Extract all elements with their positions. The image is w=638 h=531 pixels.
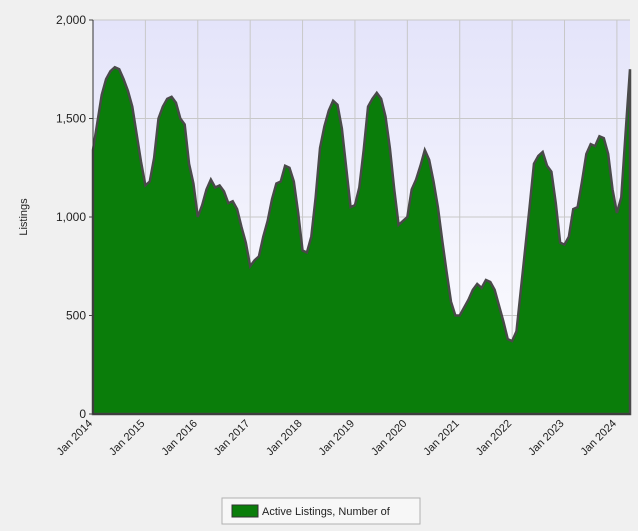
y-tick-label: 500 xyxy=(66,309,86,323)
x-tick-label: Jan 2017 xyxy=(212,418,252,458)
x-tick-label: Jan 2018 xyxy=(264,418,304,458)
x-tick-label: Jan 2015 xyxy=(107,418,147,458)
x-tick-label: Jan 2016 xyxy=(159,418,199,458)
x-tick-label: Jan 2014 xyxy=(55,418,95,458)
x-tick-label: Jan 2023 xyxy=(526,418,566,458)
x-tick-label: Jan 2024 xyxy=(579,418,619,458)
y-tick-label: 1,000 xyxy=(56,210,86,224)
x-tick-label: Jan 2020 xyxy=(369,418,409,458)
x-tick-label: Jan 2022 xyxy=(474,418,514,458)
x-tick-label: Jan 2021 xyxy=(421,418,461,458)
y-axis-label: Listings xyxy=(18,198,30,236)
legend: Active Listings, Number of xyxy=(221,497,421,525)
legend-swatch xyxy=(231,504,259,518)
y-tick-label: 0 xyxy=(79,407,86,421)
area xyxy=(91,65,632,416)
y-tick-label: 1,500 xyxy=(56,112,86,126)
legend-label: Active Listings, Number of xyxy=(262,506,391,518)
x-tick-label: Jan 2019 xyxy=(317,418,357,458)
y-tick-label: 2,000 xyxy=(56,13,86,27)
